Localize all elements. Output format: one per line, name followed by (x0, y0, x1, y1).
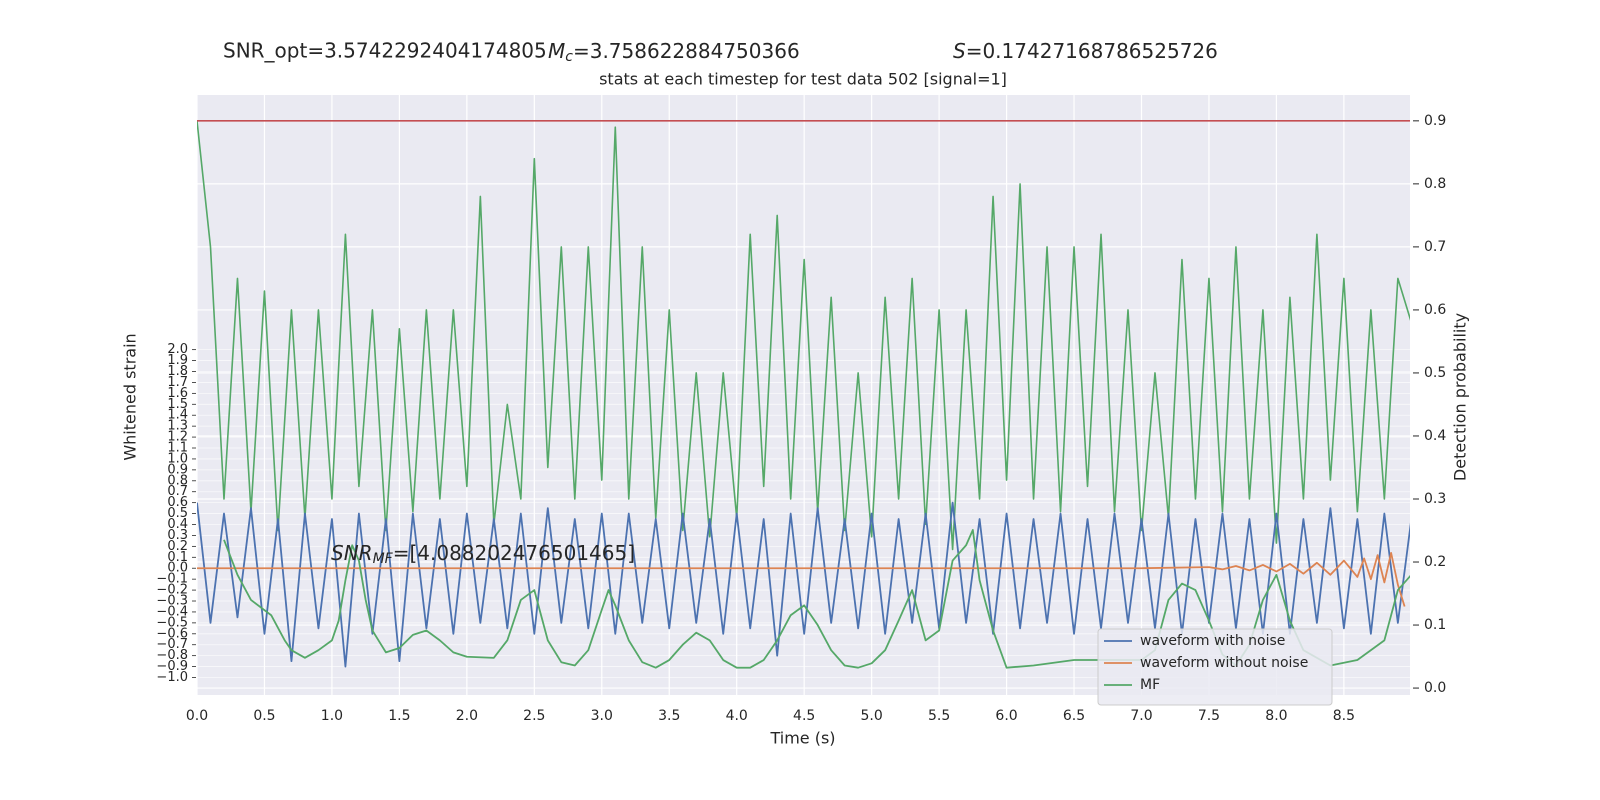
x-tick-label: 3.0 (591, 708, 613, 724)
y-tick-label: 1.2 (167, 430, 188, 445)
x-tick-label: 0.5 (253, 708, 275, 724)
y2-tick-label: 0.0 (1424, 680, 1446, 696)
y-tick-label: 0.6 (167, 495, 188, 510)
y2-tick-label: 0.2 (1424, 554, 1446, 570)
s-stat: S=0.17427168786525726 (953, 39, 1218, 63)
symbol: S (953, 39, 966, 63)
x-tick-label: 4.5 (793, 708, 815, 724)
y-tick-label: 1.5 (167, 397, 188, 412)
y-tick-label: −0.3 (156, 594, 188, 609)
y-tick-label: 1.0 (167, 451, 188, 466)
x-tick-label: 6.0 (995, 708, 1017, 724)
subscript: MF (373, 551, 394, 567)
y-tick-label: −0.6 (156, 626, 188, 641)
marks (197, 120, 1410, 669)
y-tick-label: 1.6 (167, 386, 188, 401)
series-line (223, 529, 1410, 669)
x-tick-label: 5.5 (928, 708, 950, 724)
y-tick-label: −0.9 (156, 659, 188, 674)
y2-tick-label: 0.3 (1424, 491, 1446, 507)
y-tick-label: 0.1 (167, 550, 188, 565)
y-tick-label: −0.8 (156, 648, 188, 663)
y-tick-label: 0.3 (167, 528, 188, 543)
y2-tick-label: 0.9 (1424, 113, 1446, 129)
x-tick-label: 7.0 (1130, 708, 1152, 724)
legend-box (1097, 628, 1333, 706)
value: =[4.088202476501465] (393, 541, 635, 565)
y2-tick-label: 0.4 (1424, 428, 1446, 444)
value: =3.758622884750366 (573, 39, 800, 63)
snr-mf: SNRMF=[4.088202476501465] (331, 541, 635, 568)
legend-label: waveform without noise (1140, 655, 1308, 671)
series-line (197, 120, 1410, 551)
x-tick-label: 2.5 (523, 708, 545, 724)
y2-tick-label: 0.7 (1424, 239, 1446, 255)
y-tick-label: 0.8 (167, 473, 188, 488)
y-tick-label: 1.7 (167, 375, 188, 390)
y-tick-label: 0.7 (167, 484, 188, 499)
y-tick-label: 0.2 (167, 539, 188, 554)
y2-tick-label: 0.8 (1424, 176, 1446, 192)
symbol: M (548, 39, 565, 63)
axes: 0.0 0.5 1.0 1.5 2.0 2.5 3.0 3.5 4.0 4.5 5.0 5.5 6.0 6… (156, 113, 1446, 724)
y-tick-label: −0.1 (156, 572, 188, 587)
y-tick-label: 1.9 (167, 353, 188, 368)
x-tick-label: 5.0 (861, 708, 883, 724)
subscript: c (565, 49, 573, 65)
value: =0.17427168786525726 (966, 39, 1218, 63)
symbol: SNR (331, 541, 373, 565)
y-tick-label: 1.3 (167, 419, 188, 434)
chirp-mass: Mc=3.758622884750366 (548, 39, 800, 66)
snr-opt: SNR_opt=3.5742292404174805 (223, 39, 547, 63)
y-tick-label: 0.4 (167, 517, 188, 532)
y2-tick-label: 0.1 (1424, 617, 1446, 633)
y-tick-label: −0.4 (156, 604, 188, 619)
y-tick-label: 0.0 (167, 561, 188, 576)
series-line (197, 552, 1406, 607)
x-tick-label: 3.5 (658, 708, 680, 724)
y-tick-label: −0.5 (156, 615, 188, 630)
x-tick-label: 4.0 (726, 708, 748, 724)
y-tick-label: 0.5 (167, 506, 188, 521)
y-tick-label: 0.9 (167, 462, 188, 477)
legend-label: MF (1140, 677, 1160, 693)
x-tick-label: 6.5 (1063, 708, 1085, 724)
y-axis-label: Whitened strain (121, 333, 140, 460)
x-tick-label: 1.0 (321, 708, 343, 724)
legend: waveform with noise waveform without nois… (1097, 628, 1333, 706)
x-tick-label: 7.5 (1198, 708, 1220, 724)
legend-label: waveform with noise (1140, 633, 1285, 649)
x-axis-label: Time (s) (769, 729, 835, 748)
y-tick-label: −0.7 (156, 637, 188, 652)
y-tick-label: −0.2 (156, 583, 188, 598)
y-tick-label: −1.0 (156, 670, 188, 685)
x-tick-label: 8.0 (1265, 708, 1287, 724)
x-tick-label: 0.0 (186, 708, 208, 724)
y-tick-label: 2.0 (167, 342, 188, 357)
y-tick-label: 1.1 (167, 441, 188, 456)
x-tick-label: 2.0 (456, 708, 478, 724)
x-tick-label: 1.5 (388, 708, 410, 724)
y2-tick-label: 0.5 (1424, 365, 1446, 381)
y2-axis-label: Detection probability (1451, 313, 1470, 481)
y-tick-label: 1.4 (167, 408, 188, 423)
x-tick-label: 8.5 (1333, 708, 1355, 724)
y-tick-label: 1.8 (167, 364, 188, 379)
y2-tick-label: 0.6 (1424, 302, 1446, 318)
chart-title: stats at each timestep for test data 502… (599, 70, 1007, 89)
